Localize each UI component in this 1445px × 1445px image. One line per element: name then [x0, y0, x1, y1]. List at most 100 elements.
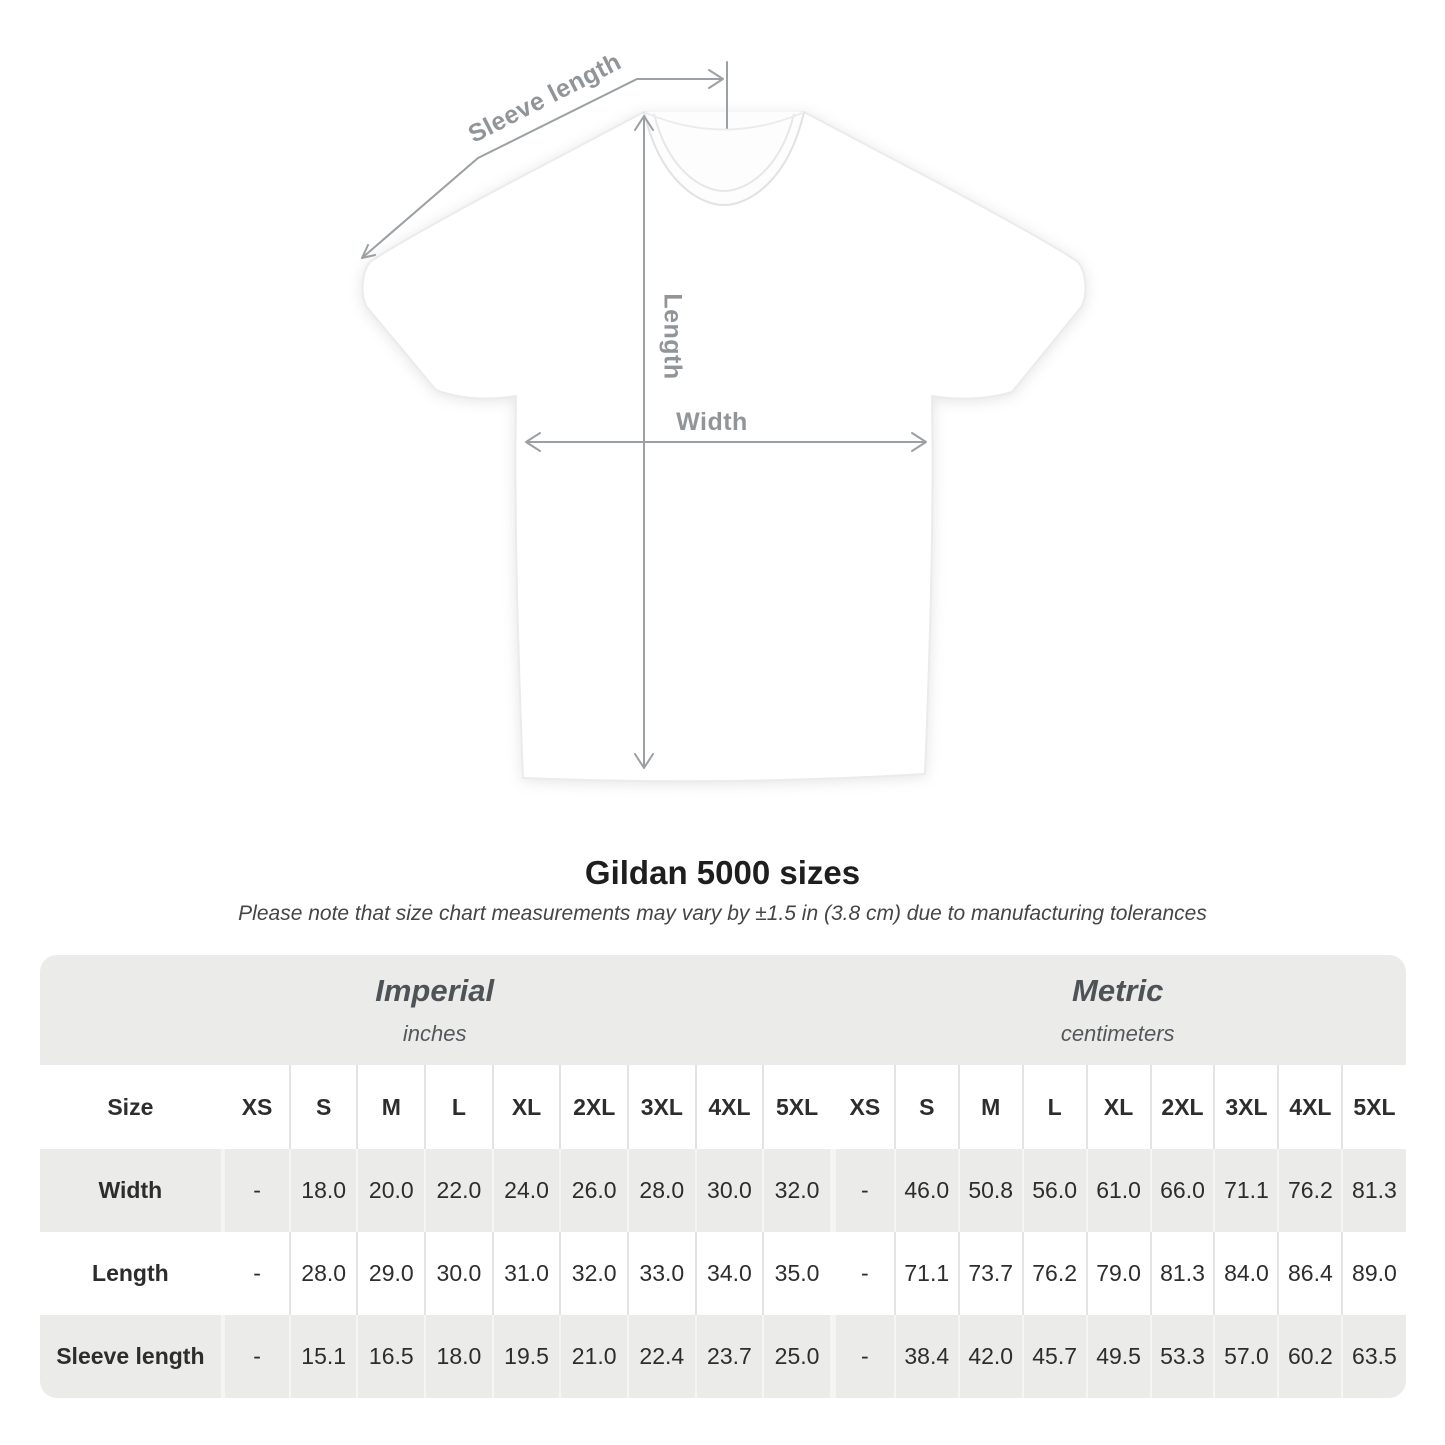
value-cell: 81.3 [1341, 1149, 1406, 1232]
size-header-row: Size XS S M L XL 2XL 3XL 4XL 5XL XS S M … [39, 1065, 1406, 1149]
row-label: Sleeve length [39, 1315, 222, 1398]
sleeve-arrowhead-right [708, 69, 724, 89]
metric-group-title: Metric [1072, 973, 1164, 1008]
value-cell: 30.0 [424, 1232, 492, 1315]
tshirt-collar-outer [643, 111, 805, 207]
value-cell: 30.0 [694, 1149, 763, 1232]
tshirt-collar-inner [653, 113, 795, 193]
value-cell: 22.0 [424, 1149, 492, 1232]
value-cell: - [221, 1232, 289, 1315]
unit-group-row: Imperial inches Metric centimeters [39, 955, 1406, 1065]
value-cell: 18.0 [424, 1315, 492, 1398]
value-cell: 71.1 [893, 1232, 958, 1315]
tshirt-diagram: Sleeve length Length Width [361, 48, 1087, 783]
value-cell: 49.5 [1085, 1315, 1150, 1398]
size-header-cell: 2XL [1149, 1065, 1214, 1149]
value-cell: 18.0 [288, 1149, 357, 1232]
size-header-cell: S [893, 1065, 958, 1149]
value-cell: 16.5 [356, 1315, 425, 1398]
size-column-header: Size [39, 1065, 222, 1149]
value-cell: 42.0 [957, 1315, 1022, 1398]
sleeve-arrow [361, 78, 723, 259]
value-cell: 76.2 [1021, 1232, 1086, 1315]
size-header-cell: 3XL [626, 1065, 695, 1149]
size-header-cell: 2XL [559, 1065, 627, 1149]
imperial-group-unit: inches [402, 1021, 467, 1046]
value-cell: 84.0 [1213, 1232, 1278, 1315]
value-cell: - [829, 1315, 894, 1398]
width-arrowhead-left [525, 432, 541, 452]
table-row-length: Length - 28.0 29.0 30.0 31.0 32.0 33.0 3… [39, 1232, 1406, 1315]
value-cell: 15.1 [288, 1315, 357, 1398]
title-block: Gildan 5000 sizes Please note that size … [0, 820, 1445, 927]
value-cell: 81.3 [1149, 1232, 1214, 1315]
value-cell: 22.4 [626, 1315, 695, 1398]
value-cell: 26.0 [559, 1149, 627, 1232]
row-label: Width [39, 1149, 222, 1232]
size-header-cell: XS [221, 1065, 289, 1149]
tolerance-note: Please note that size chart measurements… [238, 902, 1207, 925]
value-cell: 28.0 [288, 1232, 357, 1315]
value-cell: 86.4 [1277, 1232, 1342, 1315]
value-cell: 23.7 [694, 1315, 763, 1398]
size-header-cell: XL [491, 1065, 560, 1149]
size-header-cell: L [1021, 1065, 1086, 1149]
page-title: Gildan 5000 sizes [584, 854, 861, 891]
value-cell: 61.0 [1085, 1149, 1150, 1232]
size-header-cell: 5XL [762, 1065, 830, 1149]
value-cell: 89.0 [1341, 1232, 1406, 1315]
tshirt-body-group [361, 110, 1087, 783]
value-cell: 19.5 [491, 1315, 560, 1398]
size-table: Imperial inches Metric centimeters Size … [39, 955, 1406, 1398]
value-cell: 20.0 [356, 1149, 425, 1232]
value-cell: 63.5 [1341, 1315, 1406, 1398]
value-cell: - [221, 1149, 289, 1232]
value-cell: 25.0 [762, 1315, 830, 1398]
value-cell: 56.0 [1021, 1149, 1086, 1232]
value-cell: 60.2 [1277, 1315, 1342, 1398]
length-arrowhead-bottom [634, 753, 654, 769]
value-cell: 50.8 [957, 1149, 1022, 1232]
measurement-arrows [361, 61, 927, 769]
tshirt-illustration [361, 61, 1087, 783]
size-table-grid: Imperial inches Metric centimeters Size … [39, 955, 1406, 1398]
size-header-cell: XS [829, 1065, 894, 1149]
size-header-cell: 5XL [1341, 1065, 1406, 1149]
value-cell: 35.0 [762, 1232, 830, 1315]
value-cell: 76.2 [1277, 1149, 1342, 1232]
size-header-cell: M [356, 1065, 425, 1149]
value-cell: 33.0 [626, 1232, 695, 1315]
imperial-group-header: Imperial inches [39, 955, 830, 1065]
width-label: Width [676, 408, 748, 436]
tshirt-collar-back-seam [645, 112, 803, 131]
value-cell: 45.7 [1021, 1315, 1086, 1398]
value-cell: 79.0 [1085, 1232, 1150, 1315]
sleeve-arrowhead-end [361, 244, 376, 259]
value-cell: 29.0 [356, 1232, 425, 1315]
length-arrowhead-top [634, 115, 654, 131]
value-cell: 38.4 [893, 1315, 958, 1398]
value-cell: 57.0 [1213, 1315, 1278, 1398]
value-cell: 28.0 [626, 1149, 695, 1232]
metric-group-unit: centimeters [1060, 1021, 1175, 1046]
size-header-cell: 3XL [1213, 1065, 1278, 1149]
value-cell: 31.0 [491, 1232, 560, 1315]
size-header-cell: XL [1085, 1065, 1150, 1149]
imperial-group-title: Imperial [375, 973, 495, 1008]
size-header-cell: S [288, 1065, 357, 1149]
length-label: Length [658, 293, 687, 380]
value-cell: 71.1 [1213, 1149, 1278, 1232]
value-cell: 21.0 [559, 1315, 627, 1398]
value-cell: 34.0 [694, 1232, 763, 1315]
size-header-cell: 4XL [1277, 1065, 1342, 1149]
table-row-width: Width - 18.0 20.0 22.0 24.0 26.0 28.0 30… [39, 1149, 1406, 1232]
value-cell: 24.0 [491, 1149, 560, 1232]
tshirt-body [361, 110, 1087, 783]
value-cell: - [221, 1315, 289, 1398]
metric-group-header: Metric centimeters [829, 955, 1406, 1065]
row-label: Length [39, 1232, 222, 1315]
size-header-cell: M [957, 1065, 1022, 1149]
value-cell: 46.0 [893, 1149, 958, 1232]
value-cell: 32.0 [762, 1149, 830, 1232]
